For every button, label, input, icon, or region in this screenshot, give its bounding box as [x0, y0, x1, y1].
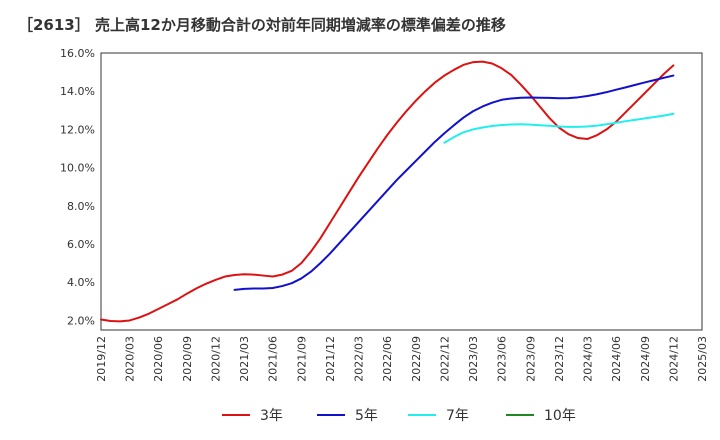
x-tick-label: 2023/06	[496, 336, 509, 382]
legend-label: 10年	[544, 408, 576, 424]
x-tick-label: 2021/09	[295, 336, 308, 382]
x-tick-label: 2022/06	[381, 336, 394, 382]
x-axis-ticks: 2019/12 2020/03 2020/06 2020/09 2020/12 2021/…	[95, 336, 709, 382]
legend-item: 10年	[506, 404, 576, 426]
y-tick-label: 2.0%	[67, 314, 95, 327]
x-tick-label: 2023/12	[553, 336, 566, 382]
y-axis-ticks: 2.0% 4.0% 6.0% 8.0% 10.0% 12.0% 14.0% 16.0%	[60, 47, 95, 327]
chart-title: ［2613］ 売上高12か月移動合計の対前年同期増減率の標準偏差の推移	[18, 16, 506, 34]
legend-label: 7年	[446, 408, 469, 424]
x-tick-label: 2022/09	[410, 336, 423, 382]
x-tick-label: 2021/12	[324, 336, 337, 382]
x-tick-label: 2023/09	[524, 336, 537, 382]
x-tick-label: 2024/12	[667, 336, 680, 382]
legend-label: 3年	[260, 408, 283, 424]
legend: 3年 5年 7年 10年	[0, 404, 720, 426]
x-tick-label: 2019/12	[95, 336, 108, 382]
legend-swatch	[506, 414, 534, 416]
x-tick-label: 2020/03	[124, 336, 137, 382]
y-tick-label: 8.0%	[67, 200, 95, 213]
x-tick-label: 2020/06	[152, 336, 165, 382]
plot-frame	[100, 52, 703, 331]
legend-swatch	[317, 414, 345, 416]
series-lines	[100, 60, 675, 323]
plot-border	[100, 52, 703, 331]
x-tick-label: 2025/03	[696, 336, 709, 382]
legend-label: 5年	[355, 408, 378, 424]
x-tick-label: 2020/12	[209, 336, 222, 382]
y-tick-label: 6.0%	[67, 238, 95, 251]
x-tick-label: 2024/03	[582, 336, 595, 382]
x-tick-label: 2020/09	[181, 336, 194, 382]
y-tick-label: 16.0%	[60, 47, 95, 60]
x-tick-label: 2023/03	[467, 336, 480, 382]
series-line-5年	[233, 74, 675, 291]
legend-item: 7年	[408, 404, 469, 426]
series-line-3年	[100, 60, 675, 323]
legend-swatch	[408, 414, 436, 416]
legend-swatch	[222, 414, 250, 416]
y-tick-label: 12.0%	[60, 123, 95, 136]
y-tick-label: 4.0%	[67, 276, 95, 289]
x-tick-label: 2021/06	[267, 336, 280, 382]
series-line-7年	[443, 112, 675, 144]
y-tick-label: 14.0%	[60, 85, 95, 98]
x-tick-label: 2022/03	[353, 336, 366, 382]
y-tick-label: 10.0%	[60, 162, 95, 175]
legend-item: 5年	[317, 404, 378, 426]
plot-area	[101, 53, 702, 330]
x-tick-label: 2024/06	[610, 336, 623, 382]
legend-item: 3年	[222, 404, 283, 426]
x-tick-label: 2024/09	[639, 336, 652, 382]
x-tick-label: 2021/03	[238, 336, 251, 382]
x-tick-label: 2022/12	[438, 336, 451, 382]
